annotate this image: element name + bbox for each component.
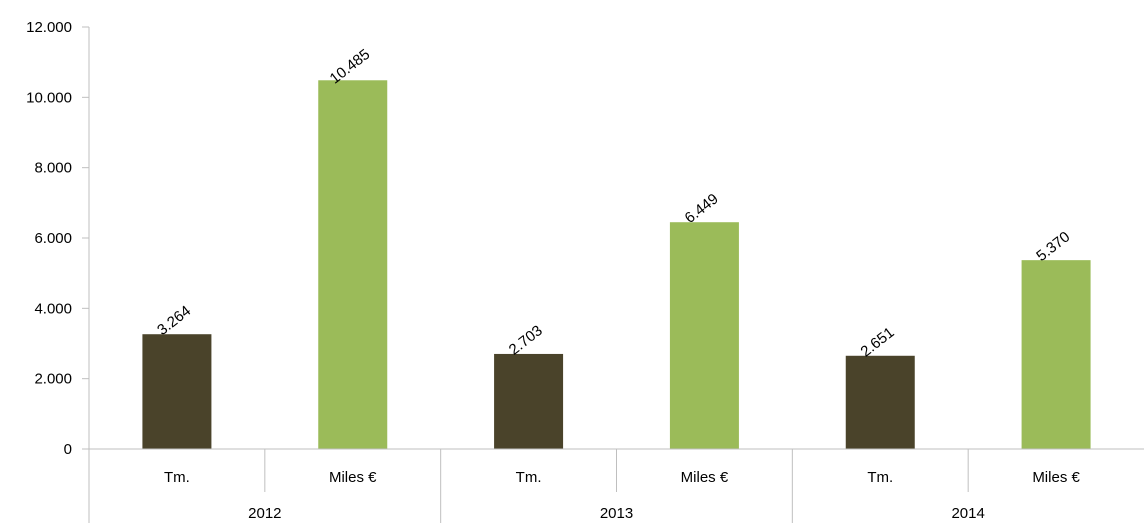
bar-2012-miles — [318, 80, 388, 449]
x-group-label: 2014 — [951, 505, 984, 522]
bar-2012-tm — [142, 334, 212, 449]
y-tick-label: 0 — [64, 441, 72, 458]
x-category-label: Miles € — [329, 469, 377, 486]
y-tick-label: 12.000 — [26, 19, 72, 36]
y-tick-label: 6.000 — [34, 230, 72, 247]
data-label: 2.651 — [857, 324, 897, 361]
x-category-label: Miles € — [681, 469, 729, 486]
x-axis: Tm. Miles € 2012 Tm. Miles € 2013 Tm. Miles € 20… — [88, 448, 1144, 523]
bar-2014-tm — [845, 355, 915, 449]
bar-2014-miles — [1021, 260, 1091, 449]
data-label: 5.370 — [1033, 228, 1073, 265]
bar-2013-miles — [669, 222, 739, 449]
x-category-label: Tm. — [516, 469, 542, 486]
x-category-label: Tm. — [164, 469, 190, 486]
x-group-label: 2013 — [600, 505, 633, 522]
y-tick-label: 10.000 — [26, 89, 72, 106]
y-tick-label: 2.000 — [34, 371, 72, 388]
x-group-label: 2012 — [248, 505, 281, 522]
bars — [142, 80, 1091, 449]
x-category-label: Miles € — [1032, 469, 1080, 486]
data-label: 3.264 — [154, 302, 194, 339]
data-label: 2.703 — [506, 322, 546, 359]
y-axis-ticks: 0 2.000 4.000 6.000 8.000 10.000 12.000 — [26, 19, 90, 458]
x-category-label: Tm. — [867, 469, 893, 486]
y-tick-label: 4.000 — [34, 300, 72, 317]
bar-2013-tm — [494, 353, 564, 449]
data-label: 6.449 — [682, 190, 722, 227]
y-tick-label: 8.000 — [34, 160, 72, 177]
